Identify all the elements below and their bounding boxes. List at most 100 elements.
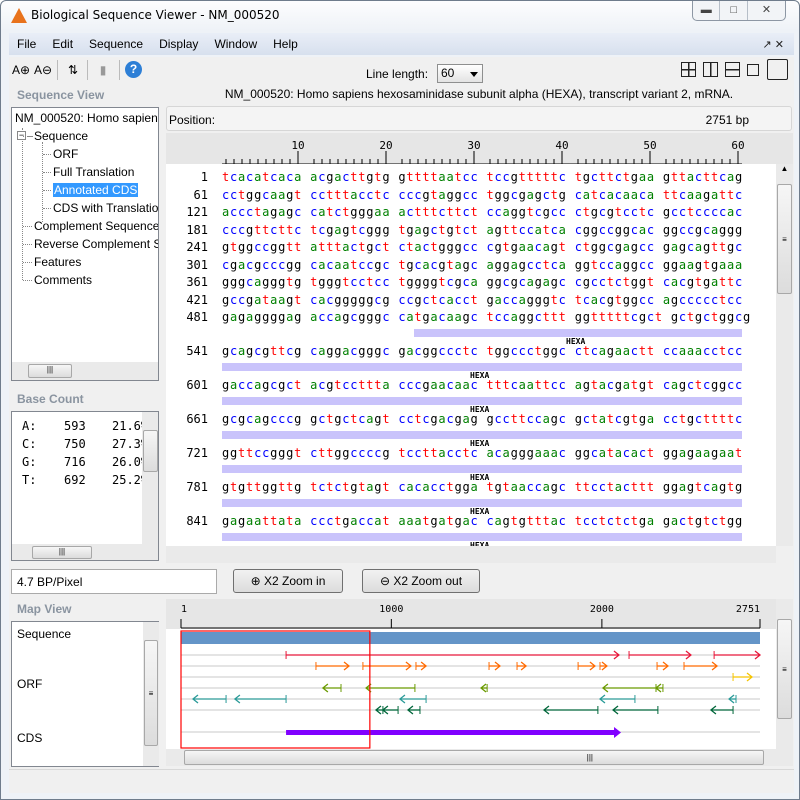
orf-segment: [598, 694, 636, 704]
menu-window[interactable]: Window: [214, 37, 258, 51]
sequence-line: cgacgcccgg cacaatccgc tgcacgtagc aggagcc…: [222, 257, 744, 272]
orf-segment: [233, 694, 287, 704]
tree-item[interactable]: Full Translation: [53, 165, 134, 179]
menu-help[interactable]: Help: [273, 37, 298, 51]
cds-bar: [286, 730, 616, 735]
tile-grid-icon[interactable]: [681, 62, 696, 77]
sequence-vscrollbar[interactable]: ▲ ≡: [776, 164, 793, 546]
feature-label: HEXA: [470, 405, 490, 414]
sequence-hscrollbar[interactable]: [166, 546, 776, 563]
sequence-line: gtggccggtt atttactgct ctactgggcc cgtgaac…: [222, 240, 744, 254]
orf-segment: [542, 705, 599, 715]
feature-bar[interactable]: [222, 363, 742, 371]
menu-display[interactable]: Display: [159, 37, 199, 51]
tree-item-label: CDS with Translation: [53, 201, 159, 215]
feature-bar[interactable]: [414, 329, 742, 337]
ruler-label: 40: [555, 139, 568, 152]
menu-edit[interactable]: Edit: [52, 37, 74, 51]
base-count-hscrollbar[interactable]: |||: [12, 544, 158, 560]
tree-item[interactable]: Complement Sequence: [34, 219, 158, 233]
restore-button[interactable]: □: [720, 1, 748, 20]
line-length-value: 60: [441, 66, 455, 80]
feature-bar[interactable]: [222, 397, 742, 405]
close-button[interactable]: ✕: [761, 4, 772, 16]
map-sequence-bar: [181, 632, 760, 644]
menu-sequence[interactable]: Sequence: [89, 37, 144, 51]
magnifier-plus-icon: ⊕: [250, 574, 261, 588]
zoom-out-text-icon[interactable]: A⊖: [33, 63, 53, 77]
line-number: 121: [186, 205, 208, 219]
magnifier-minus-icon: ⊖: [379, 574, 390, 588]
chevron-down-icon: [470, 72, 478, 77]
tree-item[interactable]: ORF: [53, 147, 78, 161]
tree-item-label: Features: [34, 255, 82, 269]
minimize-button[interactable]: ▬: [693, 1, 721, 20]
tree-item[interactable]: Features: [34, 255, 81, 269]
orf-segment: [577, 661, 596, 671]
line-number: 241: [186, 240, 208, 254]
base-count-vscrollbar[interactable]: [142, 412, 158, 544]
sequence-view-header: Sequence View: [17, 88, 105, 102]
zoom-in-button[interactable]: ⊕ X2 Zoom in: [233, 569, 343, 593]
feature-bar[interactable]: [222, 533, 742, 541]
zoom-in-text-icon[interactable]: A⊕: [11, 63, 31, 77]
tree-item[interactable]: Sequence: [34, 129, 88, 143]
tree-item[interactable]: CDS with Translation: [53, 201, 159, 215]
feature-bar[interactable]: [222, 465, 742, 473]
sequence-line: gcgcagcccg gctgctcagt cctcgacgag gccttcc…: [222, 412, 744, 426]
eraser-icon[interactable]: ▮: [99, 63, 107, 77]
map-view-header: Map View: [17, 602, 72, 616]
scroll-up-icon[interactable]: ▲: [780, 164, 789, 173]
tile-rows-icon[interactable]: [725, 62, 740, 77]
sequence-display[interactable]: 1 tcacatcaca acgacttgtg gttttaatcc tccgtt…: [166, 164, 776, 546]
collapse-icon[interactable]: −: [17, 130, 26, 140]
sequence-line: gtgttggttg tctctgtagt cacacctgga tgtaacc…: [222, 480, 744, 494]
menu-file[interactable]: File: [17, 37, 37, 51]
line-number: 541: [186, 344, 208, 358]
orf-segment: [516, 661, 528, 671]
ruler-label: 60: [731, 139, 744, 152]
orf-segment: [656, 661, 670, 671]
orf-segment: [398, 694, 427, 704]
orf-segment: [683, 661, 719, 671]
help-icon[interactable]: ?: [125, 61, 142, 78]
ruler-label: 50: [643, 139, 656, 152]
base-count-panel: A: 593 21.6% C: 750 27.3% G: 716 26.0% T: 692 25.2%…: [11, 411, 159, 561]
maximize-icon[interactable]: [767, 59, 788, 80]
feature-bar[interactable]: [222, 431, 742, 439]
tree-hscrollbar[interactable]: |||: [12, 362, 158, 380]
tree-item-label: Full Translation: [53, 165, 135, 179]
map-view[interactable]: 1 1000 2000 2751: [166, 599, 776, 749]
map-axis-label: 2000: [590, 604, 614, 615]
scale-field[interactable]: 4.7 BP/Pixel: [11, 569, 217, 594]
tree-item[interactable]: Comments: [34, 273, 92, 287]
map-labels-scrollbar[interactable]: ≡: [143, 622, 159, 766]
feature-label: HEXA: [470, 439, 490, 448]
tile-columns-icon[interactable]: [703, 62, 718, 77]
map-vscrollbar[interactable]: ≡: [776, 599, 793, 749]
orf-segment: [713, 650, 762, 660]
orf-segment: [479, 683, 488, 693]
column-ruler: 10 20 30 40 50 60: [166, 133, 793, 165]
orf-segment: [415, 661, 428, 671]
swap-case-icon[interactable]: ⇅: [67, 63, 79, 77]
map-row-label: ORF: [17, 677, 43, 691]
zoom-out-button[interactable]: ⊖ X2 Zoom out: [362, 569, 480, 593]
line-length-select[interactable]: 60: [437, 64, 483, 83]
sequence-line: gagaggggag accagcgggc catgacaagc tccaggc…: [222, 310, 752, 324]
status-bar: [9, 769, 794, 793]
tree-root[interactable]: NM_000520: Homo sapiens: [15, 111, 159, 125]
zoom-in-label: X2 Zoom in: [264, 574, 326, 588]
tree-item[interactable]: Reverse Complement Se: [34, 237, 158, 251]
undock-close-icons[interactable]: ↗ ✕: [762, 38, 785, 51]
tree-item[interactable]: Annotated CDS: [53, 183, 139, 197]
base-count: 750: [64, 437, 86, 451]
feature-bar[interactable]: [222, 499, 742, 507]
float-icon[interactable]: [747, 64, 759, 76]
map-hscrollbar[interactable]: |||: [166, 749, 793, 766]
line-number: 601: [186, 378, 208, 392]
orf-segment: [628, 650, 692, 660]
orf-segment: [374, 705, 384, 715]
map-view-window[interactable]: [180, 630, 371, 749]
tree-item-label: Sequence: [34, 129, 89, 143]
